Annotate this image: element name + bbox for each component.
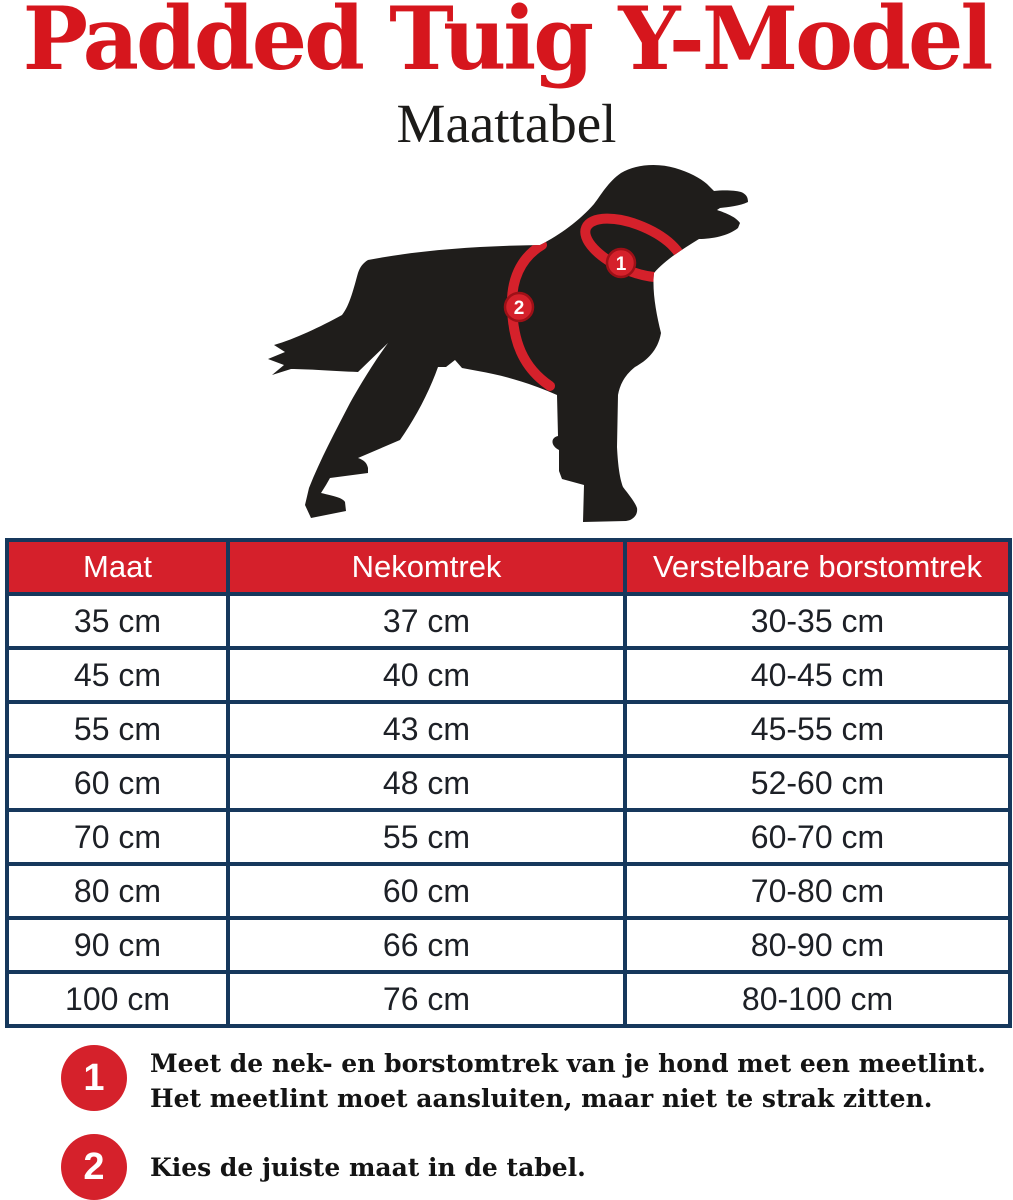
table-cell: 80-100 cm (623, 970, 1012, 1028)
table-cell: 45 cm (5, 646, 230, 704)
table-row: 45 cm 40 cm 40-45 cm (5, 646, 1012, 704)
table-cell: 66 cm (226, 916, 627, 974)
dog-silhouette (268, 165, 748, 522)
table-cell: 80-90 cm (623, 916, 1012, 974)
table-cell: 90 cm (5, 916, 230, 974)
table-cell: 35 cm (5, 592, 230, 650)
page-subtitle: Maattabel (396, 93, 617, 154)
footnote-2-text: Kies de juiste maat in de tabel. (150, 1150, 586, 1185)
table-cell: 43 cm (226, 700, 627, 758)
footnote-1-line-1: Meet de nek- en borstomtrek van je hond … (150, 1049, 986, 1078)
table-cell: 60-70 cm (623, 808, 1012, 866)
chest-marker-badge: 2 (503, 291, 535, 323)
footnote-1-line-2: Het meetlint moet aansluiten, maar niet … (150, 1084, 933, 1113)
table-cell: 55 cm (226, 808, 627, 866)
table-row: 100 cm 76 cm 80-100 cm (5, 970, 1012, 1028)
table-cell: 52-60 cm (623, 754, 1012, 812)
table-cell: 100 cm (5, 970, 230, 1028)
chest-marker-number: 2 (514, 298, 525, 319)
table-row: 70 cm 55 cm 60-70 cm (5, 808, 1012, 866)
table-cell: 80 cm (5, 862, 230, 920)
table-cell: 40-45 cm (623, 646, 1012, 704)
table-header-row: Maat Nekomtrek Verstelbare borstomtrek (5, 538, 1012, 596)
table-cell: 30-35 cm (623, 592, 1012, 650)
footnote-1-badge: 1 (61, 1045, 127, 1111)
table-row: 55 cm 43 cm 45-55 cm (5, 700, 1012, 758)
table-cell: 70 cm (5, 808, 230, 866)
table-row: 60 cm 48 cm 52-60 cm (5, 754, 1012, 812)
header-cell-chest-girth: Verstelbare borstomtrek (623, 538, 1012, 596)
table-cell: 48 cm (226, 754, 627, 812)
header-cell-size: Maat (5, 538, 230, 596)
table-cell: 55 cm (5, 700, 230, 758)
table-cell: 45-55 cm (623, 700, 1012, 758)
dog-measurement-diagram: 1 2 (268, 165, 748, 522)
header-cell-neck-girth: Nekomtrek (226, 538, 627, 596)
footnote-2-badge: 2 (61, 1134, 127, 1200)
footnote-1: 1 Meet de nek- en borstomtrek van je hon… (61, 1045, 986, 1116)
neck-marker-badge: 1 (605, 247, 637, 279)
table-cell: 60 cm (5, 754, 230, 812)
table-cell: 70-80 cm (623, 862, 1012, 920)
table-row: 35 cm 37 cm 30-35 cm (5, 592, 1012, 650)
neck-marker-number: 1 (616, 254, 627, 275)
table-cell: 37 cm (226, 592, 627, 650)
footnote-2: 2 Kies de juiste maat in de tabel. (61, 1134, 586, 1200)
page-title: Padded Tuig Y-Model (22, 0, 994, 90)
table-cell: 76 cm (226, 970, 627, 1028)
table-cell: 60 cm (226, 862, 627, 920)
footnote-1-text: Meet de nek- en borstomtrek van je hond … (150, 1046, 986, 1116)
table-cell: 40 cm (226, 646, 627, 704)
table-row: 80 cm 60 cm 70-80 cm (5, 862, 1012, 920)
size-table: Maat Nekomtrek Verstelbare borstomtrek 3… (5, 538, 1012, 1028)
table-row: 90 cm 66 cm 80-90 cm (5, 916, 1012, 974)
footnote-2-line-1: Kies de juiste maat in de tabel. (150, 1152, 586, 1182)
